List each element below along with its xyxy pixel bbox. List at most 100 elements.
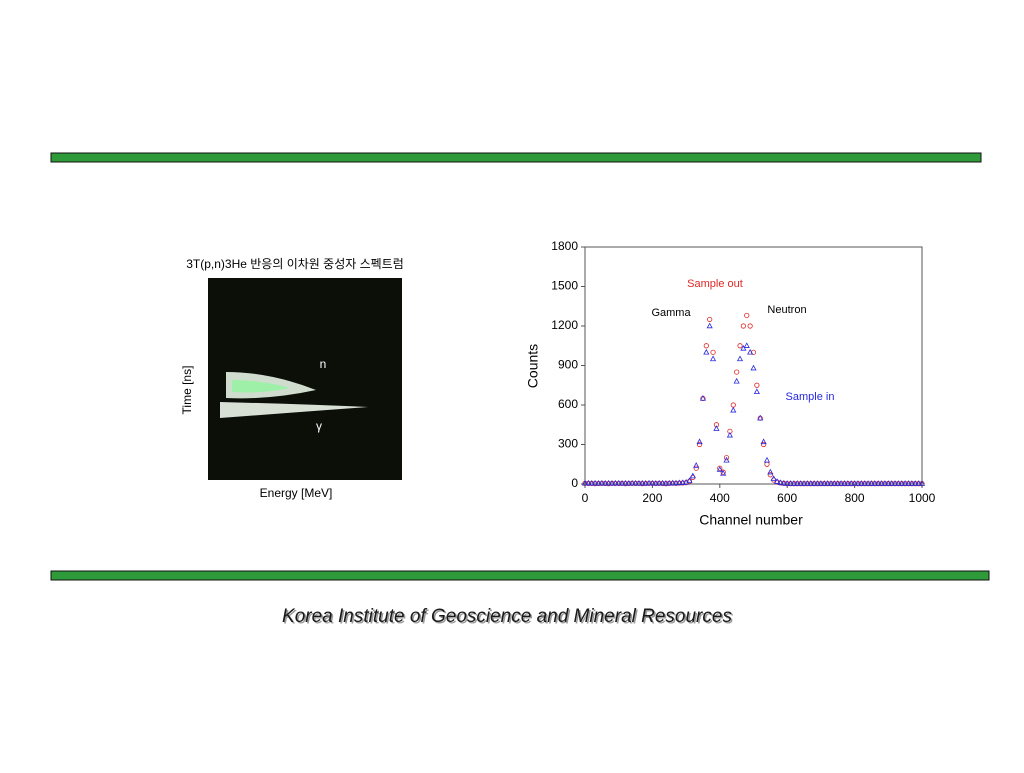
annotation: Neutron	[767, 304, 806, 316]
point	[817, 480, 824, 486]
point	[841, 480, 848, 486]
x-axis-label: Channel number	[699, 512, 803, 528]
point	[672, 479, 680, 486]
x-tick-label: 800	[845, 491, 865, 505]
point	[763, 456, 771, 463]
point	[689, 472, 696, 479]
point	[625, 480, 632, 486]
point	[754, 382, 760, 388]
y-tick-label: 600	[558, 397, 578, 411]
point	[649, 479, 656, 486]
point	[706, 322, 713, 329]
point	[595, 480, 602, 486]
point	[737, 343, 743, 349]
x-tick-label: 0	[582, 491, 589, 505]
point	[612, 479, 619, 486]
point	[902, 480, 909, 486]
point	[770, 475, 777, 481]
point	[784, 480, 791, 486]
point	[838, 480, 845, 486]
point	[811, 480, 818, 486]
annotation: Gamma	[651, 307, 691, 319]
gamma-label: γ	[316, 419, 322, 433]
point	[618, 480, 626, 486]
point	[622, 479, 629, 486]
point	[851, 480, 858, 486]
point	[598, 479, 605, 486]
y-tick-label: 0	[571, 476, 578, 490]
point	[854, 480, 862, 486]
point	[780, 479, 787, 486]
neutron-core	[232, 380, 290, 393]
point	[659, 479, 666, 486]
point	[878, 480, 885, 486]
point	[764, 461, 770, 467]
point	[885, 480, 892, 486]
gamma-band	[220, 402, 368, 418]
footer-shadow: Korea Institute of Geoscience and Minera…	[284, 608, 734, 629]
point	[716, 466, 723, 472]
point	[891, 480, 899, 486]
x-tick-label: 1000	[909, 491, 936, 505]
y-label: Time [ns]	[180, 366, 194, 415]
point	[733, 377, 740, 384]
point	[629, 479, 636, 486]
point	[713, 422, 720, 428]
point	[592, 479, 599, 486]
y-tick-label: 1200	[551, 318, 578, 332]
point	[709, 355, 717, 362]
y-tick-label: 1500	[551, 279, 578, 293]
point	[814, 480, 821, 486]
bottom-bar	[50, 570, 990, 581]
point	[898, 480, 905, 486]
point	[747, 348, 754, 355]
point	[720, 470, 727, 476]
point	[723, 456, 730, 463]
point	[730, 402, 736, 408]
footer: Korea Institute of Geoscience and Minera…	[282, 606, 732, 627]
point	[740, 323, 746, 329]
point	[807, 480, 814, 486]
point	[834, 480, 841, 486]
point	[679, 479, 686, 486]
point	[831, 480, 838, 486]
point	[777, 479, 784, 486]
x-tick-label: 600	[777, 491, 797, 505]
point	[804, 480, 811, 486]
point	[693, 465, 699, 471]
point	[608, 480, 616, 486]
point	[865, 480, 872, 486]
left-figure: 3T(p,n)3He 반응의 이차원 중성자 스펙트럼 n γ Energy […	[180, 257, 404, 500]
point	[797, 480, 804, 486]
point	[794, 480, 801, 486]
point	[871, 480, 878, 486]
point	[669, 479, 676, 486]
point	[720, 469, 726, 475]
point	[740, 344, 747, 351]
point	[676, 479, 683, 486]
point	[656, 479, 663, 486]
point	[686, 477, 693, 483]
point	[666, 479, 673, 486]
point	[800, 480, 808, 486]
point	[895, 480, 902, 486]
point	[875, 480, 882, 486]
point	[767, 472, 773, 478]
point	[760, 438, 767, 445]
top-bar	[50, 152, 982, 163]
point	[713, 425, 720, 431]
point	[757, 414, 764, 421]
x-tick-label: 200	[642, 491, 662, 505]
point	[605, 479, 612, 486]
point	[915, 480, 922, 486]
point	[827, 480, 835, 486]
x-label: Energy [MeV]	[260, 486, 333, 500]
point	[743, 342, 750, 348]
point	[635, 480, 642, 486]
point	[858, 480, 865, 486]
point	[602, 480, 609, 486]
point	[912, 480, 919, 486]
point	[868, 480, 875, 486]
point	[774, 478, 781, 484]
